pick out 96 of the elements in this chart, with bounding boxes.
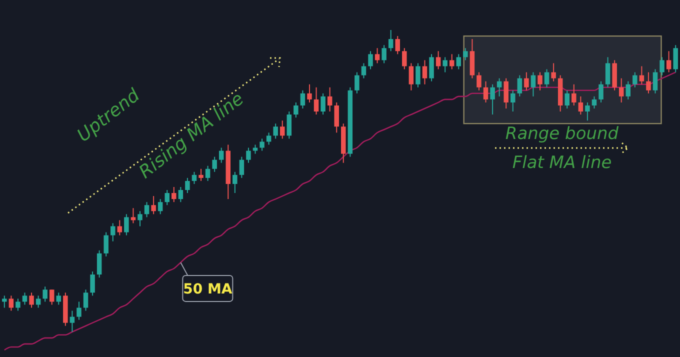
candlestick — [138, 210, 142, 227]
candlestick — [2, 295, 7, 308]
candlestick — [422, 60, 428, 85]
candlestick — [374, 48, 380, 64]
candlestick — [117, 220, 122, 236]
candlestick — [49, 289, 54, 306]
candlestick — [198, 168, 204, 182]
candlestick — [36, 295, 41, 308]
candlestick — [232, 171, 238, 194]
candlestick — [632, 72, 638, 88]
candlestick — [517, 74, 522, 97]
candlestick — [22, 292, 28, 306]
candlestick — [605, 56, 610, 88]
candlestick — [16, 298, 20, 312]
candlestick — [354, 72, 360, 94]
candlestick — [130, 208, 136, 224]
candlestick — [436, 50, 441, 70]
candlestick — [598, 80, 604, 103]
candlestick — [538, 72, 542, 91]
candlestick — [504, 78, 508, 109]
candlestick — [294, 102, 298, 118]
candlestick — [618, 78, 624, 103]
candlestick — [144, 202, 150, 218]
candlestick — [578, 96, 584, 116]
candlestick — [104, 232, 108, 257]
candlestick — [490, 84, 495, 116]
candlestick — [463, 48, 468, 61]
candlestick — [218, 147, 224, 164]
candlestick — [585, 102, 590, 122]
series-label: 50 MA — [183, 281, 232, 298]
candlestick — [408, 62, 414, 91]
candlestick — [510, 90, 516, 112]
candlestick — [652, 68, 658, 94]
annotation: Range bound — [505, 124, 619, 144]
candlestick — [185, 177, 190, 194]
candlestick — [273, 123, 278, 140]
annotation: Flat MA line — [512, 153, 612, 173]
candlestick — [110, 222, 116, 242]
candlestick — [572, 84, 576, 106]
candlestick — [429, 54, 434, 82]
candlestick — [307, 84, 312, 103]
candlestick — [416, 62, 420, 88]
candlestick — [551, 62, 556, 82]
candlestick — [8, 295, 14, 312]
candlestick — [496, 78, 502, 97]
candlestick — [192, 171, 197, 184]
candlestick — [660, 56, 664, 76]
candlestick — [246, 147, 251, 164]
candlestick — [239, 156, 244, 178]
candlestick — [442, 56, 448, 73]
candlestick — [260, 138, 264, 152]
candlestick — [42, 286, 48, 302]
candlestick — [530, 72, 536, 97]
candlestick — [368, 50, 373, 70]
candlestick — [395, 36, 400, 55]
candlestick — [402, 48, 407, 70]
candlestick — [158, 198, 163, 215]
candlestick — [151, 196, 156, 215]
candlestick — [476, 72, 482, 91]
candlestick — [320, 92, 326, 116]
candlestick — [178, 186, 184, 203]
candlestick — [626, 80, 631, 100]
candlestick — [382, 44, 386, 64]
candlestick — [266, 132, 272, 146]
candlestick — [564, 90, 570, 109]
candlestick — [124, 214, 129, 236]
candlestick — [286, 111, 292, 140]
candlestick — [483, 80, 488, 103]
candlestick — [70, 310, 75, 332]
candlestick — [205, 165, 210, 182]
candlestick — [280, 120, 285, 140]
candlestick — [56, 292, 62, 306]
candlestick — [164, 190, 170, 206]
candlestick — [456, 54, 462, 70]
candlestick — [361, 62, 366, 79]
candlestick — [449, 54, 454, 70]
candlestick — [314, 86, 319, 116]
candlestick — [252, 144, 258, 154]
candlestick — [83, 289, 88, 312]
candlestick — [544, 68, 550, 88]
candlestick — [524, 72, 529, 91]
candlestick — [334, 102, 339, 134]
candlestick — [327, 86, 332, 112]
candlestick — [639, 66, 644, 85]
candlestick — [76, 301, 82, 320]
candlestick — [29, 292, 34, 308]
candlestick — [388, 30, 394, 52]
candlestick — [673, 44, 678, 73]
candlestick — [646, 72, 651, 94]
candlestick — [90, 271, 95, 296]
candlestick — [300, 90, 306, 109]
candlestick — [212, 156, 217, 172]
candlestick — [666, 50, 672, 73]
candlestick — [172, 186, 176, 203]
candlestick — [96, 250, 102, 278]
candlestick — [592, 96, 597, 109]
